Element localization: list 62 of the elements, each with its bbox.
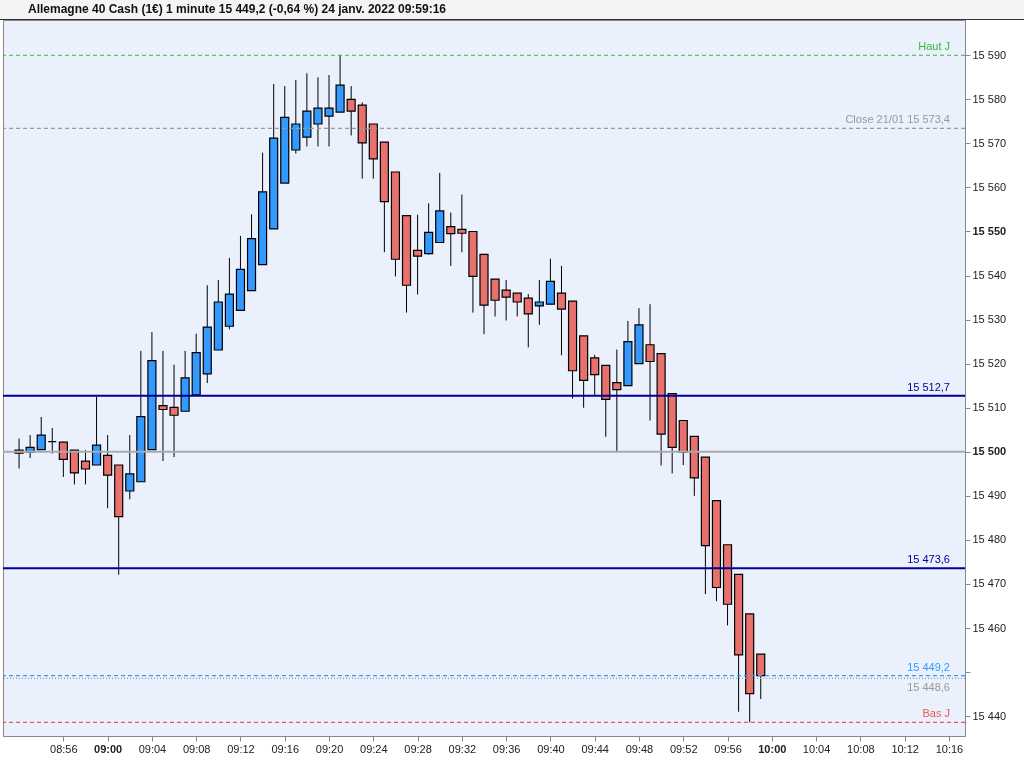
y-tick-label: 15 580: [972, 92, 1007, 105]
x-tick-label: 09:16: [271, 742, 300, 755]
x-tick-label: 08:56: [50, 742, 78, 755]
x-tick-label: 09:28: [404, 742, 432, 755]
y-tick-label: 15 480: [972, 533, 1007, 546]
candlestick: [69, 449, 80, 485]
candlestick: [424, 202, 434, 256]
x-tick-label: 09:12: [227, 742, 255, 755]
x-tick-label: 09:08: [182, 742, 211, 755]
ref-line-label: 15 448,6: [907, 681, 950, 694]
ref-line-label: 15 473,6: [907, 553, 950, 566]
candlestick: [80, 449, 91, 485]
x-tick-label: 09:52: [669, 742, 698, 755]
candlestick: [346, 85, 356, 136]
candlestick: [36, 416, 46, 451]
x-tick-label: 09:40: [537, 742, 565, 755]
x-tick-label: 09:24: [360, 742, 388, 755]
y-tick-label: 15 530: [972, 313, 1007, 326]
candlestick: [590, 354, 600, 396]
x-tick-label: 09:48: [625, 742, 654, 755]
candlestick: [125, 434, 135, 500]
y-tick-label: 15 460: [972, 621, 1007, 634]
x-tick-label: 09:32: [448, 742, 477, 755]
x-tick-label: 09:00: [94, 742, 123, 755]
y-tick-label: 15 470: [972, 577, 1007, 590]
x-tick-label: 09:56: [714, 742, 742, 755]
y-tick-label: 15 440: [972, 709, 1007, 722]
ref-line-label: Haut J: [918, 40, 950, 53]
chart-title: Allemagne 40 Cash (1€) 1 minute 15 449,2 (-0,64 %) 24 janv. 2022 09:59:16: [0, 0, 1024, 20]
x-tick-label: 09:20: [315, 742, 344, 755]
y-tick-label: 15 590: [972, 48, 1007, 61]
ref-line-label: Bas J: [922, 707, 950, 720]
candlestick: [103, 434, 113, 509]
candlestick: [756, 653, 766, 700]
candlestick: [58, 441, 68, 478]
ref-line-label: Close 21/01 15 573,4: [845, 113, 950, 126]
x-tick-label: 10:04: [802, 742, 831, 755]
ref-line-label: 15 512,7: [907, 380, 950, 393]
x-tick-label: 10:16: [935, 742, 964, 755]
x-tick-label: 10:00: [758, 742, 787, 755]
candlestick: [556, 265, 567, 356]
candlestick: [512, 292, 522, 318]
x-tick-label: 10:12: [891, 742, 919, 755]
y-tick-label: 15 520: [972, 357, 1007, 370]
x-tick-label: 09:36: [492, 742, 521, 755]
y-tick-label: 15 500: [972, 445, 1007, 458]
ref-line-label: 15 449,2: [907, 660, 950, 673]
candlestick: [523, 293, 533, 348]
y-tick-label: 15 510: [972, 401, 1007, 414]
candlestick: [446, 212, 456, 267]
x-tick-label: 10:08: [847, 742, 875, 755]
y-tick-label: 15 570: [972, 136, 1007, 149]
y-tick-label: 15 540: [972, 269, 1007, 282]
candlestick: [412, 214, 423, 295]
x-tick-label: 09:04: [138, 742, 167, 755]
candlestick: [534, 279, 544, 326]
candlestick: [545, 258, 556, 305]
y-tick-label: 15 560: [972, 180, 1007, 193]
y-tick-label: 15 490: [972, 489, 1007, 502]
x-tick-label: 09:44: [581, 742, 609, 755]
y-tick-label: 15 550: [972, 225, 1007, 237]
candlestick: [612, 349, 622, 452]
